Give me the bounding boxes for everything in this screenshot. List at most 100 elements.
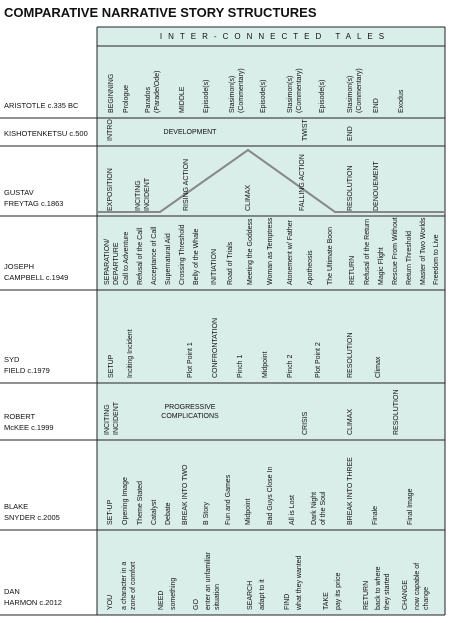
beat-label: Belly of the Whale xyxy=(193,228,200,285)
beat-label: Episode(s) xyxy=(319,80,326,113)
stage-label: DEPARTURE xyxy=(113,242,120,285)
beat-label: B Story xyxy=(203,502,210,525)
beat-label: a character in a xyxy=(121,562,128,610)
row-name: DAN xyxy=(4,587,20,596)
stage-label: RETURN xyxy=(363,581,370,610)
beat-label: they started xyxy=(384,573,391,610)
stage-label: SEPARATION/ xyxy=(104,239,111,285)
row-name: JOSEPH xyxy=(4,262,34,271)
beat-label: (Commentary) xyxy=(238,68,245,113)
stage-label: PROGRESSIVE xyxy=(165,404,216,411)
row-name: FIELD c.1979 xyxy=(4,366,50,375)
beat-label: Midpoint xyxy=(245,498,252,525)
beat-label: (Parade/Ode) xyxy=(154,71,161,113)
beat-label: EXPOSITION xyxy=(107,168,114,211)
stage-label: BEGINNING xyxy=(108,74,115,113)
row-name: HARMON c.2012 xyxy=(4,598,62,607)
stage-label: INCIDENT xyxy=(144,177,151,211)
stage-label: CHANGE xyxy=(402,580,409,610)
beat-label: Pinch 2 xyxy=(287,355,294,378)
stage-label: RESOLUTION xyxy=(347,165,354,211)
stage-label: TAKE xyxy=(323,592,330,610)
stage-label: GO xyxy=(193,599,200,610)
beat-label: Apotheosis xyxy=(307,250,314,285)
stage-label: INCITING xyxy=(104,404,111,435)
beat-label: Plot Point 1 xyxy=(187,342,194,378)
row-name: SNYDER c.2005 xyxy=(4,513,60,522)
beat-label: Rescue From Without xyxy=(392,217,399,285)
beat-label: Opening Image xyxy=(122,477,129,525)
beat-label: Stasimon(s) xyxy=(287,76,294,113)
beat-label: Freedom to Live xyxy=(433,234,440,285)
beat-label: Magic Flight xyxy=(378,247,385,285)
stage-label: SEARCH xyxy=(247,581,254,610)
beat-label: Return Threshold xyxy=(406,231,413,285)
beat-label: Stasimon(s) xyxy=(347,76,354,113)
row-name: CAMPBELL c.1949 xyxy=(4,273,68,282)
beat-label: Final Image xyxy=(407,488,414,525)
stage-label: RETURN xyxy=(349,256,356,285)
beat-label: Catalyst xyxy=(151,500,158,525)
beat-label: Meeting the Goddess xyxy=(247,218,254,285)
stage-label: MIDDLE xyxy=(179,86,186,113)
row-name: ROBERT xyxy=(4,412,36,421)
beat-label: zone of comfort xyxy=(130,562,137,610)
beat-label: Debate xyxy=(165,502,172,525)
beat-label: Exodus xyxy=(398,89,405,113)
beat-label: Theme Stated xyxy=(137,481,144,525)
beat-label: All is Lost xyxy=(289,495,296,525)
stage-label: NEED xyxy=(158,591,165,610)
row-name: KISHOTENKETSU c.500 xyxy=(4,129,88,138)
beat-label: of the Soul xyxy=(320,491,327,525)
beat-label: what they wanted xyxy=(296,555,303,611)
row-name: BLAKE xyxy=(4,502,28,511)
stage-label: CONFRONTATION xyxy=(212,318,219,378)
beat-label: Refusal of the Return xyxy=(364,219,371,285)
stage-label: END xyxy=(347,126,354,141)
beat-label: Pinch 1 xyxy=(237,355,244,378)
header: INTER-CONNECTED TALES xyxy=(160,32,390,41)
beat-label: change xyxy=(423,587,430,610)
row-name: GUSTAV xyxy=(4,188,34,197)
beat-label: Fun and Games xyxy=(225,474,232,525)
stage-label: CLIMAX xyxy=(347,409,354,435)
stage-label: SET-UP xyxy=(107,499,114,525)
beat-label: pay its price xyxy=(335,573,342,610)
stage-label: COMPLICATIONS xyxy=(161,413,219,420)
beat-label: Climax xyxy=(375,356,382,378)
tales-panel xyxy=(97,27,445,615)
stage-label: YOU xyxy=(107,595,114,610)
beat-label: Master of Two Worlds xyxy=(420,217,427,285)
beat-label: Parados xyxy=(145,86,152,113)
beat-label: The Ultimate Boon xyxy=(327,227,334,285)
beat-label: adapt to it xyxy=(259,579,266,610)
stage-label: INCIDENT xyxy=(113,401,120,435)
stage-label: INCITING xyxy=(135,180,142,211)
beat-label: situation xyxy=(214,584,221,610)
beat-label: back to where xyxy=(375,566,382,610)
beat-label: (Commentary) xyxy=(356,68,363,113)
beat-label: Dark Night xyxy=(311,492,318,525)
title: COMPARATIVE NARRATIVE STORY STRUCTURES xyxy=(4,5,317,20)
stage-label: FIND xyxy=(284,594,291,610)
beat-label: Road of Trials xyxy=(227,241,234,285)
row-name: SYD xyxy=(4,355,20,364)
beat-label: Bad Guys Close In xyxy=(267,467,274,525)
row-name: FREYTAG c.1863 xyxy=(4,199,63,208)
beat-label: Supernatural Aid xyxy=(165,233,172,285)
beat-label: (Commentary) xyxy=(296,68,303,113)
beat-label: Inciting Incident xyxy=(127,329,134,378)
beat-label: Crossing Threshold xyxy=(179,224,186,285)
beat-label: DENOUEMENT xyxy=(373,160,380,211)
row-name: McKEE c.1999 xyxy=(4,423,54,432)
stage-label: BREAK INTO TWO xyxy=(182,464,189,525)
stage-label: DEVELOPMENT xyxy=(164,129,218,136)
stage-label: INTRO xyxy=(107,119,114,141)
stage-label: SETUP xyxy=(108,354,115,378)
stage-label: RESOLUTION xyxy=(347,332,354,378)
beat-label: RISING ACTION xyxy=(183,159,190,211)
beat-label: Stasimon(s) xyxy=(229,76,236,113)
freytag-pyramid xyxy=(97,148,445,213)
beat-label: now capable of xyxy=(414,563,421,610)
